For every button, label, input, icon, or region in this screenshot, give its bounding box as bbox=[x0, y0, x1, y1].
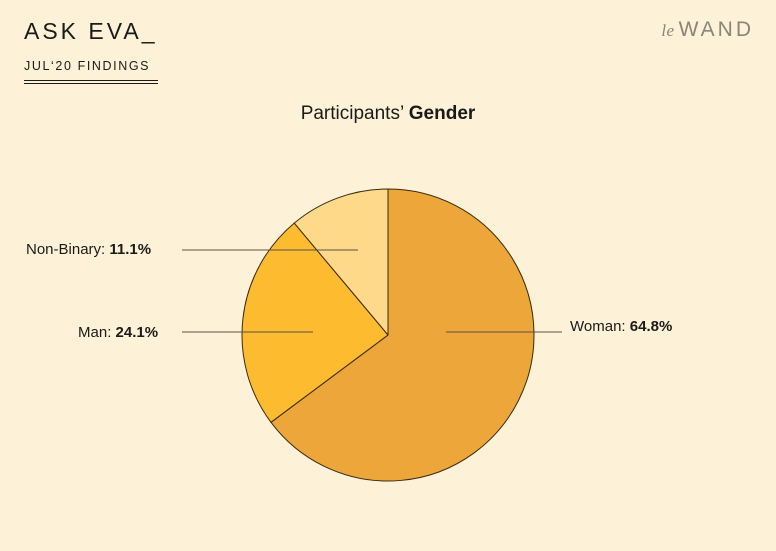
slice-label-non-binary: Non-Binary: 11.1% bbox=[26, 241, 152, 258]
slice-value-man: 24.1% bbox=[115, 324, 159, 341]
findings-subtitle: JUL‘20 FINDINGS bbox=[24, 59, 151, 73]
lewand-logo: le WAND bbox=[661, 18, 754, 42]
subtitle-underline-top bbox=[24, 80, 158, 81]
chart-title-bold: Gender bbox=[408, 103, 476, 124]
chart-title: Participants’ Gender bbox=[0, 103, 776, 125]
slice-name-non-binary: Non-Binary bbox=[26, 241, 102, 258]
pie-slices bbox=[241, 188, 535, 482]
leader-lines bbox=[182, 249, 562, 333]
slice-value-non-binary: 11.1% bbox=[109, 241, 152, 258]
slice-name-woman: Woman bbox=[570, 318, 622, 335]
slice-label-man: Man: 24.1% bbox=[78, 324, 159, 341]
pie-slice-non-binary bbox=[293, 188, 389, 336]
chart-title-prefix: Participants’ bbox=[300, 103, 404, 124]
pie-slice-woman bbox=[270, 188, 535, 482]
slice-name-man: Man bbox=[78, 324, 108, 341]
slice-value-woman: 64.8% bbox=[629, 318, 673, 335]
slice-label-woman: Woman: 64.8% bbox=[570, 318, 673, 335]
brand-title: ASK EVA_ bbox=[24, 18, 158, 44]
subtitle-underline-bottom bbox=[24, 83, 158, 84]
logo-main: WAND bbox=[678, 18, 754, 41]
logo-prefix: le bbox=[661, 21, 675, 40]
pie-slice-man bbox=[241, 222, 389, 423]
